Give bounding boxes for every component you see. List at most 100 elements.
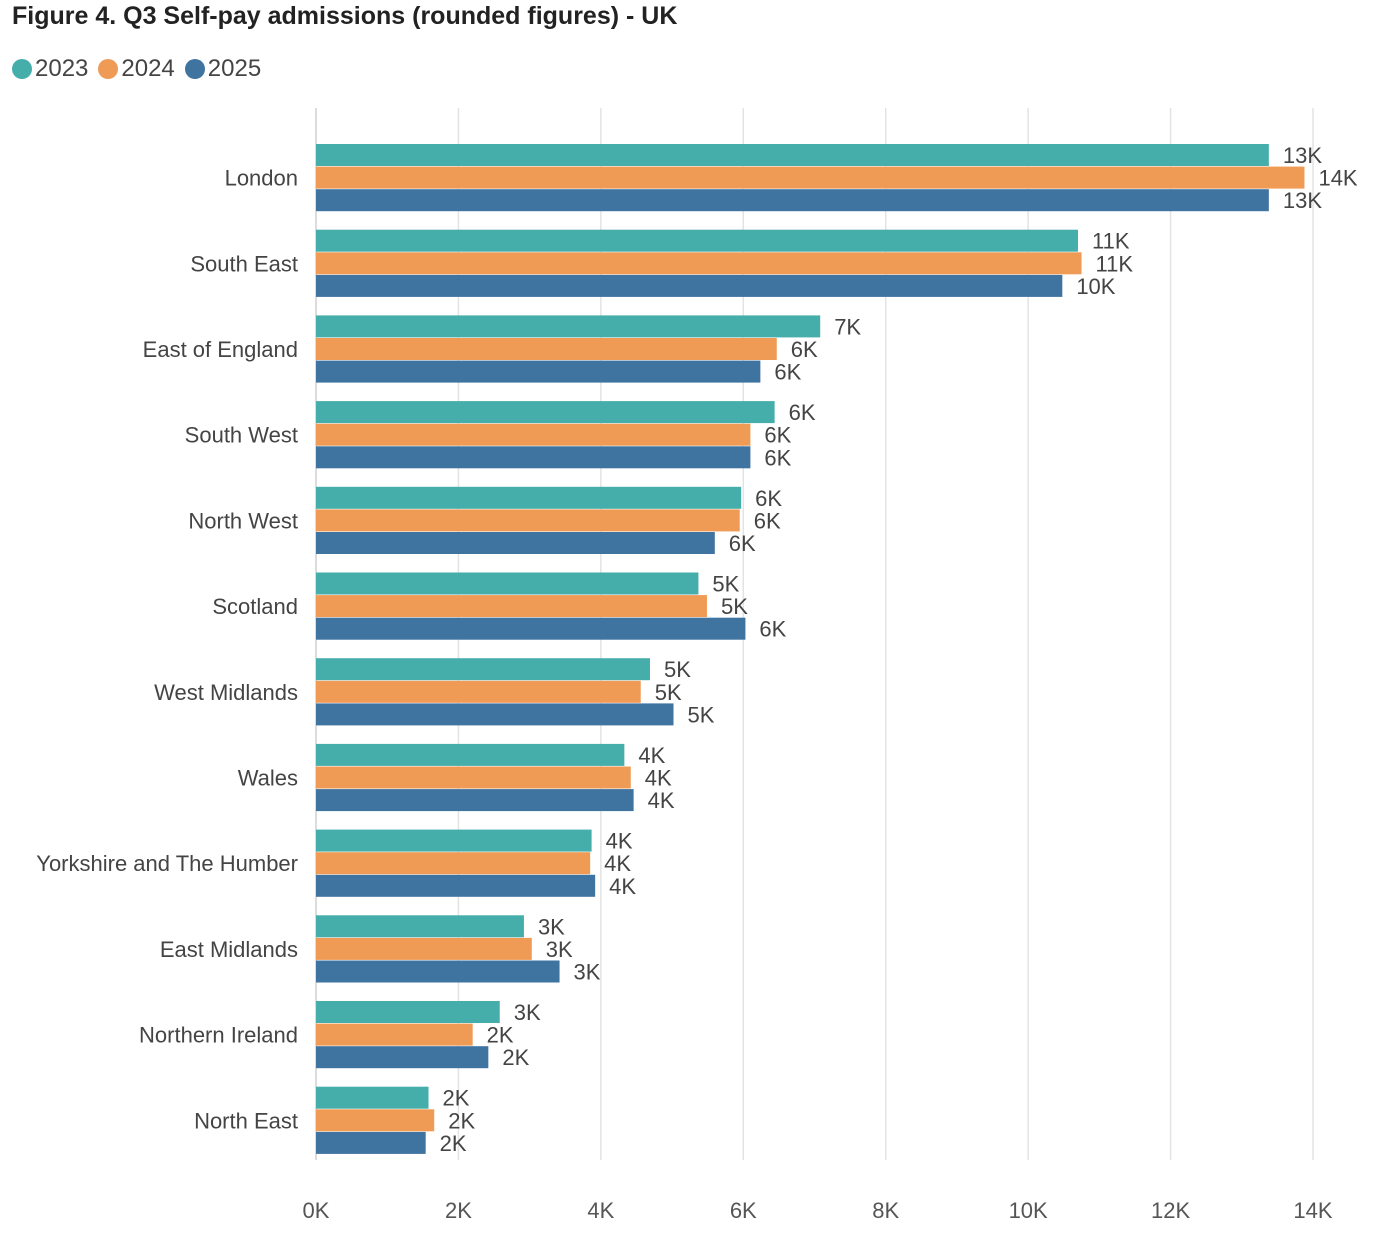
data-label: 10K (1076, 274, 1115, 299)
bar (316, 360, 761, 383)
legend-label-2023: 2023 (35, 55, 89, 82)
bar (316, 789, 634, 812)
bar (316, 423, 751, 446)
data-label: 2K (502, 1045, 529, 1070)
x-tick-label: 0K (303, 1198, 330, 1223)
bar (316, 743, 625, 766)
data-label: 5K (655, 680, 682, 705)
category-label: South West (185, 423, 298, 448)
data-label: 2K (448, 1108, 475, 1133)
category-label: Yorkshire and The Humber (36, 851, 298, 876)
data-label: 3K (538, 914, 565, 939)
legend-label-2025: 2025 (207, 55, 262, 82)
bar (316, 1001, 500, 1023)
data-label: 6K (729, 531, 756, 556)
bar (316, 401, 775, 424)
data-label: 4K (606, 829, 633, 854)
legend-swatch-2025 (184, 59, 205, 79)
bar (316, 572, 699, 595)
category-label: Wales (238, 766, 298, 791)
legend-item-2023[interactable]: 2023 (12, 55, 88, 83)
data-label: 3K (546, 937, 573, 962)
category-label: West Midlands (154, 680, 298, 705)
data-label: 6K (764, 423, 791, 448)
data-label: 2K (440, 1131, 467, 1156)
bar (316, 829, 592, 852)
x-tick-label: 12K (1151, 1198, 1190, 1223)
x-tick-label: 2K (445, 1198, 472, 1223)
category-label: North West (188, 508, 298, 533)
bar (316, 874, 596, 897)
legend: 2023 2024 2025 (12, 55, 271, 83)
data-label: 13K (1283, 143, 1322, 168)
data-label: 6K (764, 445, 791, 470)
data-label: 5K (712, 572, 739, 597)
bar (316, 703, 674, 726)
legend-item-2024[interactable]: 2024 (98, 55, 175, 83)
data-label: 4K (609, 874, 636, 899)
data-label: 14K (1318, 166, 1357, 191)
bar (316, 532, 715, 554)
legend-item-2025[interactable]: 2025 (184, 55, 262, 83)
bar (316, 658, 650, 681)
bar (316, 595, 707, 618)
x-tick-label: 14K (1293, 1198, 1332, 1223)
bar (316, 1086, 429, 1109)
bar (316, 1023, 473, 1046)
data-label: 6K (755, 486, 782, 511)
bar (316, 338, 777, 360)
bar (316, 617, 746, 640)
legend-swatch-2024 (98, 59, 119, 79)
bar (316, 189, 1269, 212)
chart-title: Figure 4. Q3 Self-pay admissions (rounde… (12, 2, 678, 30)
data-label: 6K (789, 400, 816, 425)
bar (316, 915, 524, 938)
legend-label-2024: 2024 (121, 55, 175, 82)
category-label: North East (194, 1108, 298, 1133)
data-label: 6K (774, 360, 801, 385)
category-label: London (225, 166, 298, 191)
bar (316, 852, 591, 875)
category-label: Scotland (212, 594, 298, 619)
data-label: 4K (638, 743, 665, 768)
legend-swatch-2023 (12, 59, 32, 79)
x-tick-label: 4K (587, 1198, 614, 1223)
x-tick-label: 6K (730, 1198, 757, 1223)
bar (316, 229, 1078, 252)
bar (316, 960, 560, 983)
data-label: 11K (1092, 229, 1130, 254)
category-label: Northern Ireland (139, 1023, 298, 1048)
data-label: 5K (664, 657, 691, 682)
bar (316, 766, 631, 789)
x-tick-label: 8K (872, 1198, 899, 1223)
data-label: 13K (1283, 188, 1322, 213)
data-label: 2K (443, 1086, 470, 1111)
bar (316, 315, 821, 338)
bar (316, 509, 740, 532)
x-tick-label: 10K (1009, 1198, 1048, 1223)
bar (316, 1109, 435, 1132)
data-label: 2K (487, 1023, 514, 1048)
data-label: 4K (648, 788, 675, 813)
bar (316, 486, 742, 509)
bar (316, 166, 1305, 189)
data-label: 4K (604, 851, 631, 876)
data-label: 3K (574, 960, 601, 985)
data-label: 5K (687, 702, 714, 727)
bar (316, 1046, 489, 1069)
bar (316, 680, 641, 703)
category-label: East Midlands (160, 937, 298, 962)
bar (316, 937, 532, 960)
data-label: 4K (645, 766, 672, 791)
bar (316, 446, 751, 469)
data-label: 3K (514, 1000, 541, 1025)
data-label: 11K (1096, 251, 1134, 276)
data-label: 6K (754, 508, 781, 533)
data-label: 7K (834, 314, 861, 339)
data-label: 5K (721, 594, 748, 619)
category-label: South East (190, 251, 298, 276)
bar (316, 274, 1063, 297)
category-label: East of England (143, 337, 298, 362)
data-label: 6K (791, 337, 818, 362)
